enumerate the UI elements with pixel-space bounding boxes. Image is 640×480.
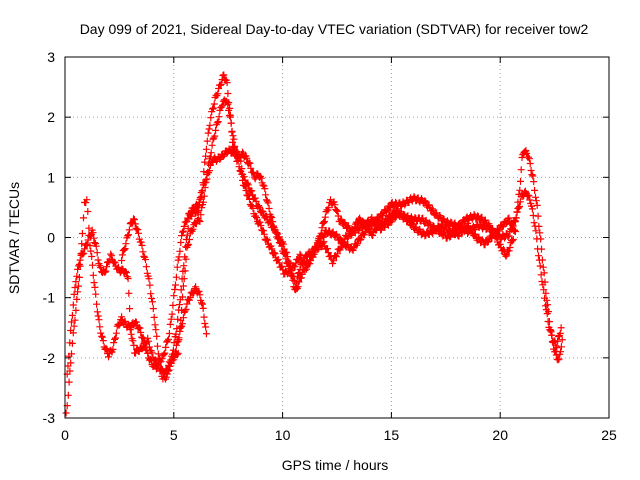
x-tick-label: 15 xyxy=(384,427,400,443)
marker-path xyxy=(63,145,565,378)
x-tick-label: 0 xyxy=(61,427,69,443)
marker-path xyxy=(170,96,519,364)
x-tick-labels: 0 5 10 15 20 25 xyxy=(61,427,617,443)
series-track-2 xyxy=(63,145,565,378)
x-tick-label: 20 xyxy=(492,427,508,443)
y-tick-label: 0 xyxy=(47,230,55,246)
series-track-4 xyxy=(170,96,519,364)
y-tick-label: 1 xyxy=(47,169,55,185)
x-tick-label: 10 xyxy=(275,427,291,443)
y-tick-labels: -3 -2 -1 0 1 2 3 xyxy=(43,49,56,426)
y-tick-label: -3 xyxy=(43,410,56,426)
x-tick-label: 5 xyxy=(170,427,178,443)
y-tick-label: -1 xyxy=(43,290,56,306)
x-tick-label: 25 xyxy=(601,427,617,443)
y-axis-label: SDTVAR / TECUs xyxy=(6,182,22,294)
y-tick-label: 2 xyxy=(47,109,55,125)
data-points xyxy=(62,71,566,417)
axis-ticks xyxy=(64,56,610,419)
x-axis-label: GPS time / hours xyxy=(282,457,389,473)
y-tick-label: 3 xyxy=(47,49,55,65)
chart-title: Day 099 of 2021, Sidereal Day-to-day VTE… xyxy=(80,21,589,37)
y-tick-label: -2 xyxy=(43,350,56,366)
